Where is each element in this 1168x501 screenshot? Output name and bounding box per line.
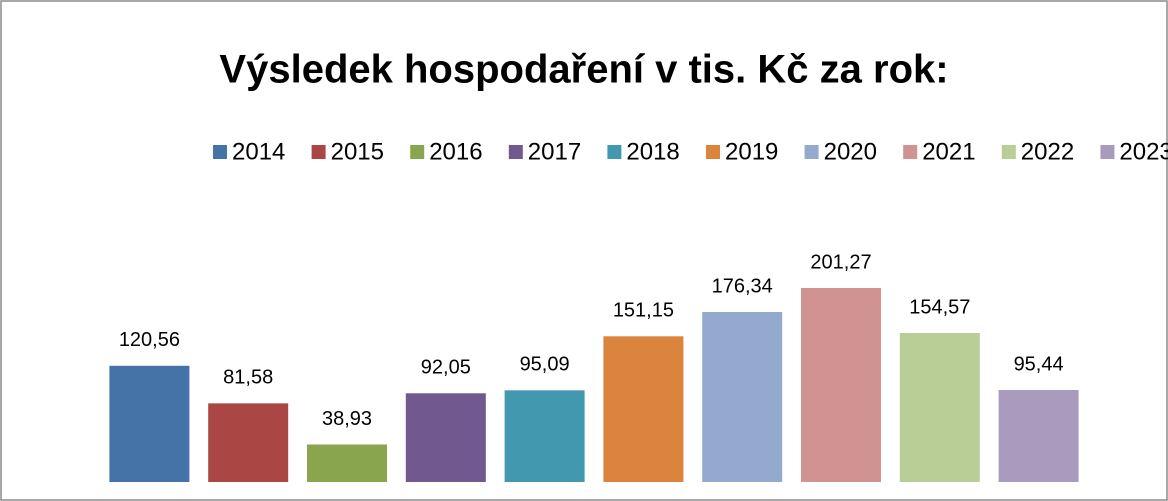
legend-swatch	[311, 145, 326, 159]
data-label: 201,27	[810, 251, 871, 273]
legend-label: 2020	[824, 138, 877, 165]
data-label: 38,93	[322, 408, 372, 430]
data-label: 154,57	[909, 296, 970, 318]
data-label: 176,34	[712, 275, 773, 297]
bar	[899, 332, 980, 482]
legend-label: 2017	[528, 138, 581, 165]
bar	[405, 393, 486, 482]
data-label: 151,15	[613, 300, 674, 322]
legend-label: 2019	[725, 138, 778, 165]
bar	[307, 444, 387, 482]
legend-swatch	[804, 145, 819, 159]
legend-label: 2016	[429, 138, 482, 165]
legend-swatch	[607, 145, 622, 159]
legend-label: 2023	[1119, 138, 1168, 165]
legend-label: 2021	[922, 138, 975, 165]
bar	[702, 312, 783, 482]
legend-label: 2018	[626, 138, 679, 165]
legend-swatch	[213, 145, 227, 159]
data-label: 95,44	[1014, 353, 1064, 375]
legend-swatch	[903, 145, 918, 159]
legend-swatch	[1100, 145, 1115, 159]
chart-title: Výsledek hospodaření v tis. Kč za rok:	[219, 48, 948, 92]
bar	[801, 287, 881, 482]
bar	[603, 336, 684, 482]
legend-swatch	[706, 145, 720, 159]
bar	[109, 365, 190, 482]
data-label: 120,56	[119, 329, 180, 351]
bar	[998, 389, 1079, 482]
legend-swatch	[410, 145, 425, 159]
data-label: 92,05	[421, 357, 471, 379]
legend-label: 2022	[1021, 138, 1074, 165]
legend-label: 2015	[331, 138, 384, 165]
data-label: 81,58	[223, 367, 273, 389]
bar	[504, 390, 585, 482]
bar	[208, 403, 289, 482]
legend-swatch	[1001, 145, 1016, 159]
legend-label: 2014	[232, 138, 285, 165]
data-label: 95,09	[520, 354, 570, 376]
legend-swatch	[508, 145, 523, 159]
